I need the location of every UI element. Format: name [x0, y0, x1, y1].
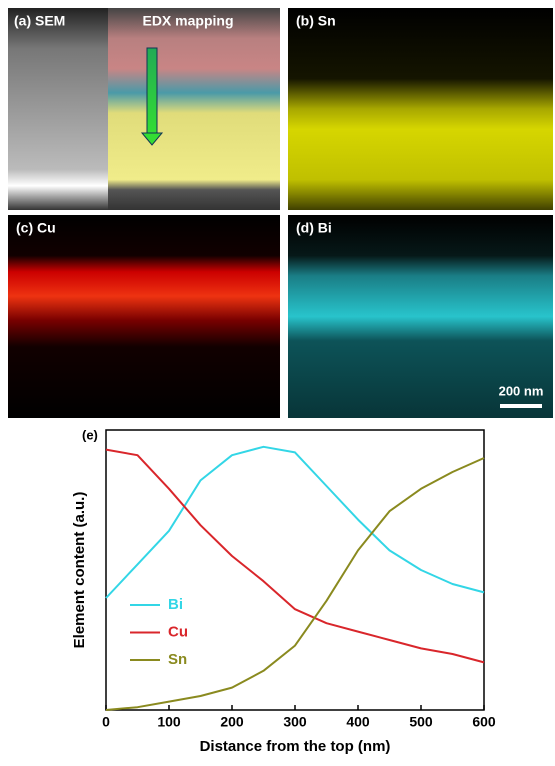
data-line [106, 458, 484, 710]
cu-panel: (c) Cu [8, 215, 280, 418]
x-tick-label: 400 [346, 714, 370, 730]
sn-image [288, 8, 553, 210]
legend-label: Bi [168, 596, 183, 613]
data-line [106, 450, 484, 663]
panel-label: (d) Bi [296, 220, 332, 236]
legend-label: Sn [168, 651, 187, 668]
panel-label: (b) Sn [296, 13, 336, 29]
bi-panel: (d) Bi 200 nm [288, 215, 553, 418]
x-tick-label: 500 [409, 714, 433, 730]
x-axis-label: Distance from the top (nm) [200, 738, 391, 755]
data-line [106, 447, 484, 598]
scale-bar [500, 404, 542, 408]
x-tick-label: 0 [102, 714, 110, 730]
line-chart: (e) Distance from the top (nm) Element c… [71, 427, 390, 755]
x-tick-label: 300 [283, 714, 307, 730]
sn-panel: (b) Sn [288, 8, 553, 210]
panel-label: (e) [82, 427, 98, 442]
x-tick-label: 600 [472, 714, 496, 730]
edx-overlay [108, 8, 280, 210]
scale-bar-label: 200 nm [499, 383, 544, 398]
panel-label: (c) Cu [16, 220, 56, 236]
sem-panel: (a) SEM EDX mapping [8, 8, 280, 210]
figure: (a) SEM EDX mapping (b) Sn (c) Cu (d) Bi… [0, 0, 555, 761]
panel-label: (a) SEM [14, 13, 65, 29]
x-tick-label: 100 [157, 714, 181, 730]
cu-image [8, 215, 280, 418]
panel-label: EDX mapping [142, 13, 233, 29]
plot-frame [106, 430, 484, 710]
arrow [147, 48, 157, 133]
x-tick-label: 200 [220, 714, 244, 730]
legend-label: Cu [168, 623, 188, 640]
y-axis-label: Element content (a.u.) [71, 492, 88, 649]
